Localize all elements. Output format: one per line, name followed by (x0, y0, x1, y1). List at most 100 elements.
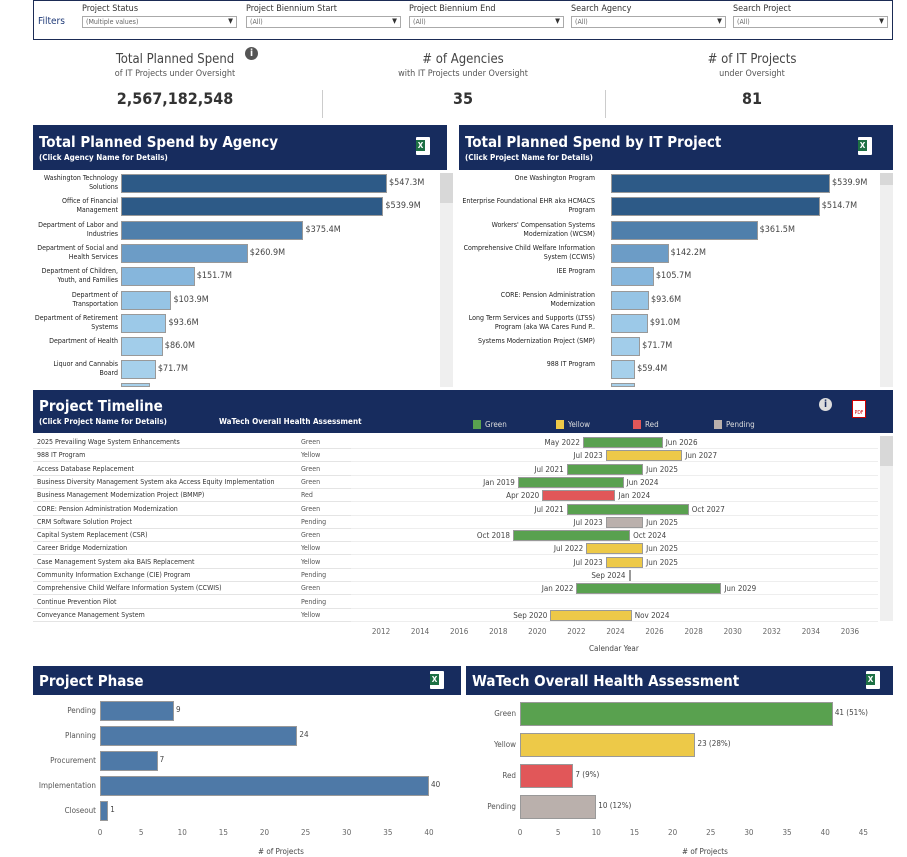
bar[interactable] (611, 174, 830, 193)
bar-category-label[interactable]: Department of Labor and Industries (38, 220, 118, 238)
timeline-bar[interactable] (605, 516, 644, 528)
bar[interactable] (121, 290, 172, 310)
bar-category-label[interactable]: Department of Transportation (71, 290, 118, 308)
timeline-row[interactable]: Case Management System aka BAIS Replacem… (33, 556, 351, 569)
project-name[interactable]: Business Management Modernization Projec… (37, 491, 205, 500)
project-name[interactable]: CRM Software Solution Project (37, 517, 133, 526)
bar[interactable] (611, 197, 820, 217)
timeline-row[interactable]: Career Bridge Modernization Yellow (33, 542, 351, 556)
bar-category-label[interactable]: Office of Financial Management (62, 197, 118, 215)
timeline-bar[interactable] (542, 490, 616, 502)
timeline-row[interactable]: Business Management Modernization Projec… (33, 489, 351, 503)
filter-dropdown[interactable]: (All) ▼ (409, 16, 564, 28)
filter-dropdown[interactable]: (All) ▼ (246, 16, 401, 28)
excel-download-icon[interactable] (416, 137, 430, 155)
bar[interactable] (121, 197, 384, 217)
bar-category-label[interactable]: Department of Social and Health Services (37, 243, 118, 261)
timeline-row[interactable]: 2025 Prevailing Wage System Enhancements… (33, 436, 351, 449)
project-name[interactable]: 988 IT Program (37, 451, 86, 460)
timeline-row[interactable]: CRM Software Solution Project Pending (33, 516, 351, 529)
timeline-row[interactable]: 988 IT Program Yellow (33, 449, 351, 463)
bar-category-label[interactable]: Comprehensive Child Welfare Information … (463, 243, 595, 261)
bar[interactable] (121, 383, 151, 387)
bar[interactable] (100, 776, 429, 796)
bar[interactable] (121, 267, 195, 287)
timeline-row[interactable]: Continue Prevention Pilot Pending (33, 596, 351, 609)
bar[interactable] (520, 764, 574, 788)
bar[interactable] (100, 726, 298, 746)
timeline-bar[interactable] (566, 463, 644, 475)
timeline-row[interactable]: Capital System Replacement (CSR) Green (33, 529, 351, 543)
bar[interactable] (611, 220, 758, 240)
excel-download-icon[interactable] (858, 137, 872, 155)
project-name[interactable]: Community Information Exchange (CIE) Pro… (37, 571, 191, 579)
project-name[interactable]: Conveyance Management System (37, 610, 145, 619)
bar[interactable] (611, 267, 654, 287)
excel-download-icon[interactable] (866, 671, 880, 689)
project-name[interactable]: Access Database Replacement (37, 464, 134, 473)
timeline-row[interactable]: Conveyance Management System Yellow (33, 609, 351, 622)
project-name[interactable]: Business Diversity Management System aka… (37, 477, 275, 486)
bar-category-label[interactable]: 988 IT Program (546, 360, 595, 369)
bar-category-label[interactable]: Department of Health (49, 337, 118, 346)
bar-category-label[interactable]: CORE: Pension Administration Modernizati… (500, 290, 595, 308)
project-name[interactable]: Comprehensive Child Welfare Information … (37, 584, 222, 593)
project-name[interactable]: CORE: Pension Administration Modernizati… (37, 504, 178, 513)
timeline-bar[interactable] (586, 543, 644, 555)
project-name[interactable]: Continue Prevention Pilot (37, 597, 117, 606)
pdf-download-icon[interactable]: PDF (852, 400, 866, 418)
bar[interactable] (520, 733, 696, 757)
timeline-bar[interactable] (605, 450, 683, 462)
timeline-bar[interactable] (582, 437, 663, 448)
scrollbar[interactable] (880, 436, 893, 621)
bar[interactable] (121, 174, 387, 193)
bar[interactable] (611, 383, 636, 387)
bar-category-label[interactable]: Workers' Compensation Systems Modernizat… (491, 220, 595, 238)
info-icon[interactable]: i (819, 398, 832, 411)
project-name[interactable]: 2025 Prevailing Wage System Enhancements (37, 438, 180, 446)
bar-category-label[interactable]: Long Term Services and Supports (LTSS) P… (468, 313, 595, 331)
bar[interactable] (100, 801, 109, 821)
bar[interactable] (121, 220, 304, 240)
bar[interactable] (611, 243, 669, 263)
timeline-bar[interactable] (566, 503, 689, 515)
bar-category-label[interactable]: Department of Children, Youth, and Famil… (41, 267, 118, 285)
bar-category-label[interactable]: One Washington Program (514, 174, 595, 182)
bar-category-label[interactable]: IEE Program (556, 267, 595, 276)
bar-category-label[interactable]: Systems Modernization Project (SMP) (477, 337, 595, 346)
project-name[interactable]: Case Management System aka BAIS Replacem… (37, 557, 195, 566)
timeline-bar[interactable] (512, 530, 631, 542)
scrollbar[interactable] (440, 173, 453, 387)
bar[interactable] (121, 313, 167, 333)
bar[interactable] (520, 702, 833, 726)
bar[interactable] (121, 337, 163, 357)
bar[interactable] (100, 751, 158, 771)
bar[interactable] (121, 360, 156, 380)
timeline-row[interactable]: CORE: Pension Administration Modernizati… (33, 503, 351, 516)
timeline-row[interactable]: Access Database Replacement Green (33, 463, 351, 476)
bar[interactable] (611, 290, 649, 310)
bar-category-label[interactable]: Washington Technology Solutions (43, 174, 118, 191)
filter-dropdown[interactable]: (All) ▼ (571, 16, 726, 28)
bar[interactable] (100, 701, 175, 721)
bar[interactable] (611, 360, 636, 380)
timeline-bar[interactable] (576, 583, 722, 595)
timeline-bar[interactable] (550, 609, 632, 621)
bar-category-label[interactable]: Liquor and Cannabis Board (53, 360, 118, 378)
info-icon[interactable]: i (245, 47, 258, 60)
timeline-row[interactable]: Business Diversity Management System aka… (33, 476, 351, 489)
bar[interactable] (520, 795, 597, 819)
filter-dropdown[interactable]: (All) ▼ (733, 16, 888, 28)
timeline-row[interactable]: Community Information Exchange (CIE) Pro… (33, 569, 351, 582)
excel-download-icon[interactable] (430, 671, 444, 689)
bar[interactable] (611, 313, 648, 333)
timeline-row[interactable]: Comprehensive Child Welfare Information … (33, 582, 351, 596)
timeline-bar[interactable] (605, 556, 644, 568)
filter-dropdown[interactable]: (Multiple values) ▼ (82, 16, 237, 28)
timeline-bar[interactable] (628, 570, 631, 581)
project-name[interactable]: Capital System Replacement (CSR) (37, 531, 148, 540)
timeline-bar[interactable] (517, 476, 624, 488)
scrollbar[interactable] (880, 173, 893, 387)
bar-category-label[interactable]: Enterprise Foundational EHR aka HCMACS P… (462, 197, 595, 215)
bar-category-label[interactable]: Department of Retirement Systems (34, 313, 118, 331)
